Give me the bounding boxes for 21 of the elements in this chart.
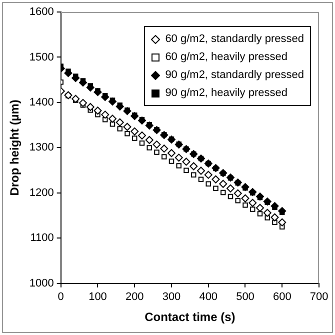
y-axis-title: Drop height (µm) — [8, 100, 22, 196]
y-tick-label: 1500 — [29, 51, 54, 64]
legend-label: 90 g/m2, standardly pressed — [165, 68, 304, 83]
legend-label: 90 g/m2, heavily pressed — [165, 86, 288, 101]
x-tick-label: 300 — [162, 291, 181, 304]
y-tick-label: 1000 — [29, 277, 54, 290]
y-tick-label: 1600 — [29, 6, 54, 18]
y-tick-label: 1200 — [29, 186, 54, 199]
legend-label: 60 g/m2, heavily pressed — [165, 50, 288, 65]
x-axis-title: Contact time (s) — [144, 310, 236, 324]
x-tick-label: 100 — [88, 291, 107, 304]
x-tick-label: 600 — [272, 291, 292, 304]
y-tick-label: 1100 — [30, 232, 54, 244]
y-tick-label: 1300 — [29, 142, 54, 154]
x-tick-label: 500 — [236, 291, 254, 304]
legend-label: 60 g/m2, standardly pressed — [165, 32, 304, 47]
x-tick-label: 0 — [58, 291, 64, 304]
y-tick-label: 1400 — [29, 96, 54, 108]
x-tick-label: 200 — [125, 291, 144, 304]
x-tick-label: 400 — [199, 291, 218, 304]
x-tick-label: 700 — [310, 291, 328, 304]
